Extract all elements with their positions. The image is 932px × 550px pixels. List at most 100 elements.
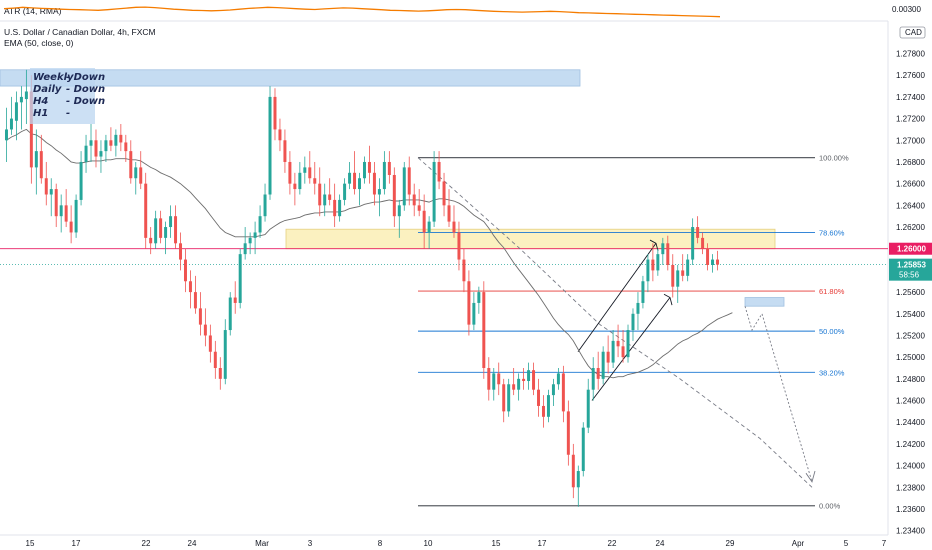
candle-body xyxy=(24,91,28,100)
candle-body xyxy=(497,373,501,385)
time-tick-label: Apr xyxy=(792,539,805,548)
zone-target[interactable] xyxy=(744,297,785,307)
candle-body xyxy=(124,142,128,152)
candle-body xyxy=(179,243,183,260)
channel-lower-line[interactable] xyxy=(591,297,671,401)
price-tick-label: 1.27200 xyxy=(896,115,925,124)
candle-body xyxy=(243,243,247,255)
candle-body xyxy=(323,194,327,206)
candle-body xyxy=(333,199,337,217)
symbol-title: U.S. Dollar / Canadian Dollar, 4h, FXCM xyxy=(4,27,156,37)
candle-body xyxy=(154,218,158,244)
candle-body xyxy=(313,178,317,184)
candle-body xyxy=(427,221,431,233)
candle-body xyxy=(362,161,366,179)
candle-body xyxy=(532,370,536,390)
time-tick-label: 8 xyxy=(378,539,383,548)
arrow-head-icon xyxy=(805,470,816,483)
candle-body xyxy=(318,183,322,206)
candle-body xyxy=(492,373,496,390)
candle-body xyxy=(367,161,371,173)
candle-body xyxy=(89,140,93,146)
candle-body xyxy=(372,172,376,195)
forecast-path[interactable] xyxy=(744,306,813,482)
price-tick-label: 1.24000 xyxy=(896,462,925,471)
candle-body xyxy=(34,151,38,168)
candle-body xyxy=(462,259,466,282)
candle-body xyxy=(59,205,63,217)
candle-body xyxy=(551,384,555,396)
candle-body xyxy=(537,389,541,406)
candle-body xyxy=(487,368,491,390)
candle-body xyxy=(616,340,620,347)
candle-body xyxy=(343,183,347,200)
candle-body xyxy=(402,167,406,206)
projection-path[interactable] xyxy=(417,157,813,488)
zones-layer xyxy=(0,69,785,307)
price-tick-label: 1.25600 xyxy=(896,288,925,297)
candle-body xyxy=(591,368,595,390)
atr-indicator-label[interactable]: ATR (14, RMA) xyxy=(4,6,62,16)
candle-body xyxy=(283,140,287,162)
candle-body xyxy=(382,161,386,190)
time-axis[interactable]: 15 17 22 24 Mar 3 8 10 15 17 22 24 29 Apr 5 7 xyxy=(26,539,887,548)
candle-body xyxy=(397,205,401,217)
candle-body xyxy=(447,205,451,222)
candle-body xyxy=(566,411,570,455)
candle-body xyxy=(84,145,88,162)
level-badge-bg xyxy=(889,242,932,255)
candle-body xyxy=(74,199,78,233)
candle-body xyxy=(203,324,207,336)
candle-body xyxy=(651,259,655,271)
fib-level-label: 50.00% xyxy=(819,327,845,336)
price-axis[interactable]: 1.27800 1.27600 1.27400 1.27200 1.27000 1.268… xyxy=(896,50,925,536)
note-dir-0: - Down xyxy=(66,72,105,83)
price-tick-label: 1.25400 xyxy=(896,310,925,319)
time-tick-label: 24 xyxy=(656,539,665,548)
currency-badge-label: CAD xyxy=(905,28,922,37)
candle-body xyxy=(169,216,173,228)
last-price-badge: 1.25853 58:56 xyxy=(889,258,932,281)
ema-indicator-label[interactable]: EMA (50, close, 0) xyxy=(4,38,74,48)
candle-body xyxy=(696,227,700,238)
note-tf-2: H4 xyxy=(33,96,48,107)
candle-body xyxy=(228,297,232,331)
atr-series-line xyxy=(3,6,721,18)
note-dir-1: - Down xyxy=(66,84,105,95)
note-tf-1: Daily xyxy=(33,84,62,95)
candle-body xyxy=(656,254,660,271)
time-tick-label: 5 xyxy=(844,539,849,548)
time-tick-label: 17 xyxy=(538,539,547,548)
time-tick-label: 15 xyxy=(492,539,501,548)
fib-level-label: 0.00% xyxy=(819,502,841,511)
candle-body xyxy=(407,167,411,195)
currency-badge xyxy=(899,26,926,39)
candle-body xyxy=(507,384,511,412)
candle-body xyxy=(387,161,391,175)
candle-body xyxy=(258,216,262,233)
candle-body xyxy=(561,373,565,412)
note-tf-3: H1 xyxy=(33,108,48,119)
candle-body xyxy=(288,161,292,184)
price-tick-label: 1.24600 xyxy=(896,397,925,406)
candle-body xyxy=(706,248,710,265)
candle-body xyxy=(676,270,680,287)
level-price-badge: 1.26000 xyxy=(889,242,932,255)
candle-body xyxy=(298,172,302,190)
candle-body xyxy=(442,181,446,206)
candle-body xyxy=(358,178,362,190)
zone-resistance[interactable] xyxy=(0,69,581,87)
candle-body xyxy=(457,232,461,260)
drawings-layer[interactable] xyxy=(417,157,816,488)
candle-body xyxy=(626,330,630,358)
channel-upper-line[interactable] xyxy=(577,243,657,353)
time-tick-label: 10 xyxy=(424,539,433,548)
candle-body xyxy=(79,161,83,200)
trend-notes[interactable]: Weekly - Down Daily - Down H4 - Down H1 … xyxy=(30,68,105,124)
fib-level-label: 100.00% xyxy=(819,154,849,163)
price-tick-label: 1.27800 xyxy=(896,50,925,59)
candle-body xyxy=(14,102,18,121)
candle-body xyxy=(641,281,645,303)
